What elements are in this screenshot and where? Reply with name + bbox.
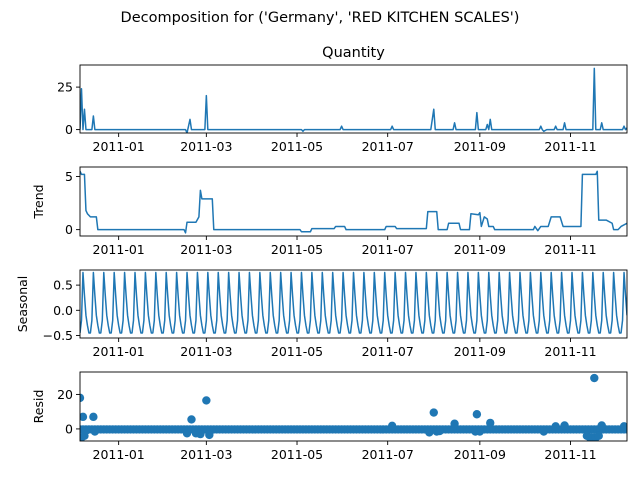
resid-point: [594, 431, 603, 441]
x-tick-label: 2011-01: [93, 242, 145, 257]
x-tick-label: 2011-11: [544, 139, 596, 154]
x-tick-label: 2011-01: [93, 344, 145, 359]
x-tick-label: 2011-07: [362, 344, 414, 359]
x-tick-label: 2011-03: [180, 242, 232, 257]
trend-series-line: [80, 170, 627, 234]
resid-point: [80, 393, 85, 403]
resid-point: [539, 427, 548, 436]
panel-observed-data: [80, 67, 627, 133]
observed-series-line: [80, 67, 627, 133]
resid-point: [551, 422, 560, 431]
y-tick-label: −0.5: [43, 328, 73, 343]
x-tick-label: 2011-05: [271, 139, 323, 154]
panel-trend-frame: [79, 166, 628, 237]
resid-point: [89, 412, 98, 422]
resid-point: [90, 427, 100, 436]
resid-point: [472, 410, 482, 419]
panel-observed: 0 25 2011-01 2011-03 2011-05 2011-07 2011-09 20…: [57, 45, 628, 154]
x-tick-label: 2011-09: [454, 344, 506, 359]
resid-point: [187, 415, 196, 424]
resid-point: [429, 408, 438, 417]
y-axis-label: Resid: [31, 390, 46, 424]
x-tick-label: 2011-05: [271, 447, 323, 462]
y-axis-label: Seasonal: [15, 276, 30, 333]
resid-point: [182, 429, 192, 438]
y-tick-label: 0: [65, 421, 73, 436]
resid-point: [560, 421, 569, 430]
x-tick-label: 2011-03: [180, 139, 232, 154]
y-tick-label: 5: [65, 169, 73, 184]
y-tick-label: 0.0: [53, 303, 73, 318]
resid-point: [387, 421, 397, 431]
panel-seasonal: −0.5 0.0 0.5 2011-01 2011-03 2011-05 2011-07 20…: [15, 269, 628, 359]
y-tick-label: 0: [65, 122, 73, 137]
panel-title: Quantity: [322, 45, 385, 61]
panel-trend: 0 5 2011-01 2011-03 2011-05 2011-07 2011-09 201…: [31, 166, 628, 257]
resid-point: [202, 396, 211, 405]
panel-resid: 0 20 2011-01 2011-03 2011-05 2011-07 2011-09 20…: [31, 371, 628, 462]
x-tick-label: 2011-01: [93, 447, 145, 462]
x-tick-label: 2011-03: [180, 344, 232, 359]
resid-point: [486, 418, 495, 428]
x-tick-label: 2011-03: [180, 447, 232, 462]
resid-point: [425, 428, 434, 437]
panel-seasonal-frame: [79, 269, 628, 339]
resid-point: [80, 412, 88, 422]
x-tick-label: 2011-07: [362, 139, 414, 154]
y-tick-label: 25: [57, 80, 73, 95]
y-tick-label: 0.5: [53, 278, 73, 293]
x-tick-label: 2011-11: [544, 242, 596, 257]
x-tick-label: 2011-11: [544, 344, 596, 359]
resid-point: [205, 430, 214, 440]
resid-point: [619, 422, 627, 431]
panel-resid-frame: [79, 371, 628, 442]
resid-point: [196, 429, 205, 439]
x-tick-label: 2011-09: [454, 447, 506, 462]
panel-seasonal-data: [80, 271, 627, 334]
chart-panels: 0 25 2011-01 2011-03 2011-05 2011-07 2011-09 20…: [15, 45, 628, 462]
x-tick-label: 2011-09: [454, 242, 506, 257]
panel-trend-data: [80, 170, 627, 234]
y-tick-label: 20: [57, 387, 73, 402]
resid-point: [435, 426, 444, 436]
x-tick-label: 2011-01: [93, 139, 145, 154]
x-tick-label: 2011-07: [362, 447, 414, 462]
x-tick-label: 2011-05: [271, 242, 323, 257]
resid-point: [597, 421, 606, 430]
seasonal-series-line: [80, 271, 627, 334]
resid-point: [475, 427, 485, 436]
resid-point: [590, 373, 599, 383]
resid-point: [81, 426, 91, 435]
y-axis-label: Trend: [31, 184, 46, 219]
x-tick-label: 2011-09: [454, 139, 506, 154]
y-tick-label: 0: [65, 222, 73, 237]
x-tick-label: 2011-05: [271, 344, 323, 359]
chart-suptitle: Decomposition for ('Germany', 'RED KITCH…: [121, 10, 520, 26]
panel-resid-data: [80, 373, 627, 441]
panel-observed-frame: [79, 64, 628, 134]
x-tick-label: 2011-07: [362, 242, 414, 257]
resid-point: [450, 419, 459, 428]
x-tick-label: 2011-11: [544, 447, 596, 462]
